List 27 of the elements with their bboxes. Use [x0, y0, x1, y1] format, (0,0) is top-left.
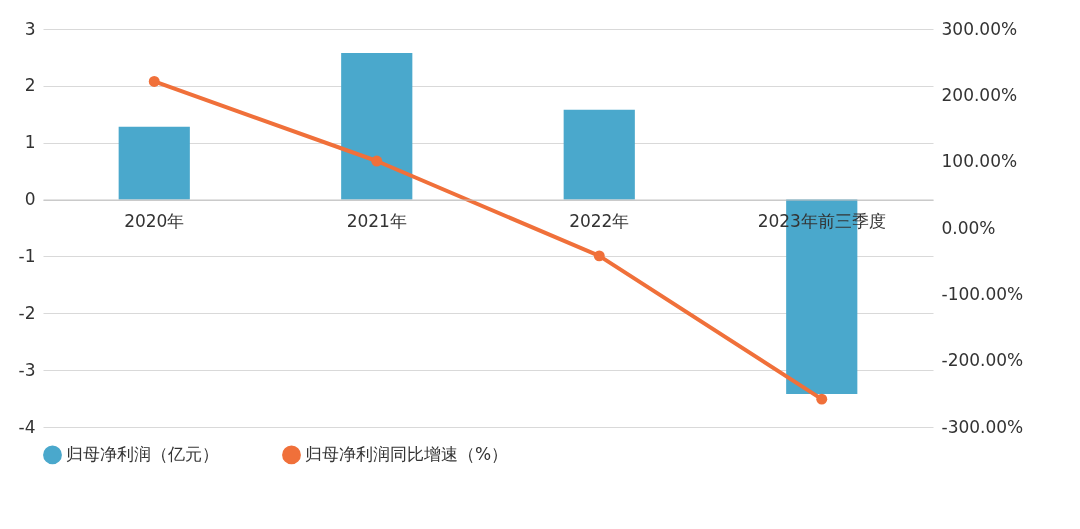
point: [816, 393, 828, 405]
point: [371, 155, 383, 167]
y-tick-label: 0: [24, 189, 36, 210]
y2-tick-label: -300.00%: [941, 416, 1024, 437]
y2-tick-label: -200.00%: [941, 350, 1024, 371]
bar: [563, 109, 635, 200]
legend-label: 归母净利润（亿元）: [66, 443, 219, 464]
bar: [341, 52, 413, 200]
x-tick-label: 2020年: [124, 211, 185, 232]
y2-tick-label: 300.00%: [941, 18, 1018, 39]
y2-tick-label: -100.00%: [941, 283, 1024, 304]
y-tick-label: 1: [24, 132, 36, 153]
y-tick-label: -4: [18, 416, 36, 437]
y-tick-label: -2: [18, 302, 36, 323]
y-tick-label: -3: [18, 359, 36, 380]
x-tick-label: 2021年: [346, 211, 407, 232]
y2-tick-label: 200.00%: [941, 84, 1018, 105]
y-tick-label: 3: [24, 18, 36, 39]
y2-tick-label: 100.00%: [941, 151, 1018, 172]
point: [148, 75, 160, 87]
y-tick-label: -1: [18, 245, 36, 266]
y-tick-label: 2: [24, 75, 36, 96]
y2-tick-label: 0.00%: [941, 217, 996, 238]
bar: [118, 126, 190, 200]
x-tick-label: 2022年: [569, 211, 630, 232]
legend-label: 归母净利润同比增速（%）: [305, 443, 509, 464]
point: [593, 250, 605, 262]
